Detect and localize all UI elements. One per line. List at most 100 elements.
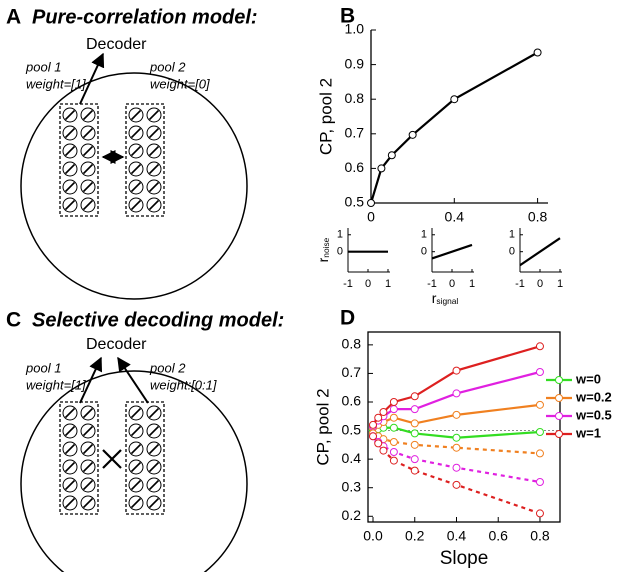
data-line <box>431 243 473 260</box>
x-tick-label: 0.2 <box>405 528 425 544</box>
data-point <box>533 48 542 57</box>
data-point <box>535 509 544 518</box>
data-point <box>379 408 388 416</box>
pool-weight: weight=[1] <box>26 377 86 392</box>
x-tick-label: 0.0 <box>363 528 383 544</box>
neuron-tuning <box>130 443 142 455</box>
legend-label: w=1 <box>575 425 601 440</box>
y-tick-label: 0 <box>337 246 343 258</box>
data-point <box>387 151 396 160</box>
neuron-tuning <box>64 199 76 211</box>
no-correlation-cross <box>102 449 122 469</box>
neuron-tuning <box>148 497 160 509</box>
neuron-tuning <box>64 127 76 139</box>
legend-label: w=0.2 <box>575 389 612 404</box>
neuron-tuning <box>64 163 76 175</box>
data-point <box>369 432 378 441</box>
data-point <box>452 480 461 489</box>
neuron-tuning <box>82 181 94 193</box>
data-point <box>535 368 544 376</box>
x-tick-label: 0 <box>367 209 375 225</box>
y-tick-label: 1 <box>337 229 343 241</box>
panel-title: Pure-correlation model: <box>32 6 258 28</box>
x-tick-label: 1 <box>557 278 563 290</box>
neuron-tuning <box>130 127 142 139</box>
legend-marker <box>555 430 563 438</box>
neuron-tuning <box>148 407 160 419</box>
y-tick-label: 0.8 <box>345 90 365 106</box>
neuron-tuning <box>148 479 160 491</box>
y-tick-label: 0.6 <box>345 159 365 175</box>
y-axis-label: CP, pool 2 <box>313 388 332 465</box>
data-point <box>452 433 461 442</box>
decoder-label: Decoder <box>86 36 147 53</box>
data-point <box>452 389 461 398</box>
neuron-tuning <box>82 425 94 437</box>
neuron-tuning <box>148 127 160 139</box>
data-point <box>389 438 398 446</box>
neuron-tuning <box>130 109 142 121</box>
data-point <box>410 419 419 428</box>
data-point <box>535 342 544 351</box>
axis-label-sub: signal <box>436 296 458 306</box>
data-line <box>369 51 539 204</box>
data-point <box>535 449 544 458</box>
data-point <box>410 455 419 464</box>
neuron-tuning <box>82 407 94 419</box>
axis-label-sub: noise <box>321 237 331 257</box>
data-point <box>377 164 386 173</box>
data-point <box>410 440 419 449</box>
pool-name: pool 1 <box>25 59 61 74</box>
y-axis-label: CP, pool 2 <box>316 78 335 155</box>
panel-label: B <box>340 5 355 28</box>
neuron-tuning <box>64 497 76 509</box>
neuron-tuning <box>148 199 160 211</box>
neuron-tuning <box>64 407 76 419</box>
data-point <box>389 413 398 422</box>
y-tick-label: 0.6 <box>342 393 362 409</box>
legend-marker <box>555 412 563 420</box>
data-point <box>389 456 398 465</box>
x-tick-label: 1 <box>469 278 475 290</box>
neuron-tuning <box>148 109 160 121</box>
data-point <box>389 398 398 406</box>
neuron-tuning <box>64 479 76 491</box>
x-tick-label: -1 <box>427 278 437 290</box>
data-point <box>410 392 419 401</box>
neuron-tuning <box>82 497 94 509</box>
neuron-tuning <box>130 163 142 175</box>
pool-weight: weight:[0:1] <box>150 377 217 392</box>
data-line <box>519 237 561 267</box>
neuron-tuning <box>130 461 142 473</box>
legend-label: w=0.5 <box>575 407 612 422</box>
neuron-tuning <box>64 109 76 121</box>
data-point <box>389 405 398 414</box>
y-tick-label: 0.3 <box>342 478 362 494</box>
pool-name: pool 1 <box>25 360 61 375</box>
pools <box>59 401 165 515</box>
y-tick-label: 0 <box>509 246 515 258</box>
neuron-tuning <box>82 145 94 157</box>
neuron-tuning <box>82 479 94 491</box>
arrow <box>79 52 105 105</box>
panel-title: Selective decoding model: <box>32 309 284 331</box>
legend-label: w=0 <box>575 371 601 386</box>
y-tick-label: 1.0 <box>345 21 365 37</box>
panel-label: A <box>6 6 21 29</box>
neuron-tuning <box>130 425 142 437</box>
neuron-tuning <box>130 497 142 509</box>
neuron-tuning <box>130 407 142 419</box>
x-tick-label: 0.8 <box>530 528 550 544</box>
pool-name: pool 2 <box>149 59 186 74</box>
axis-label-main: r <box>432 290 437 306</box>
data-point <box>389 423 398 432</box>
data-point <box>535 478 544 486</box>
y-tick-label: 0.7 <box>342 364 362 380</box>
neuron-tuning <box>64 443 76 455</box>
data-point <box>379 446 388 455</box>
data-point <box>452 463 461 472</box>
y-tick-label: 1 <box>421 229 427 241</box>
neuron-tuning <box>130 479 142 491</box>
population-circle <box>20 370 248 572</box>
